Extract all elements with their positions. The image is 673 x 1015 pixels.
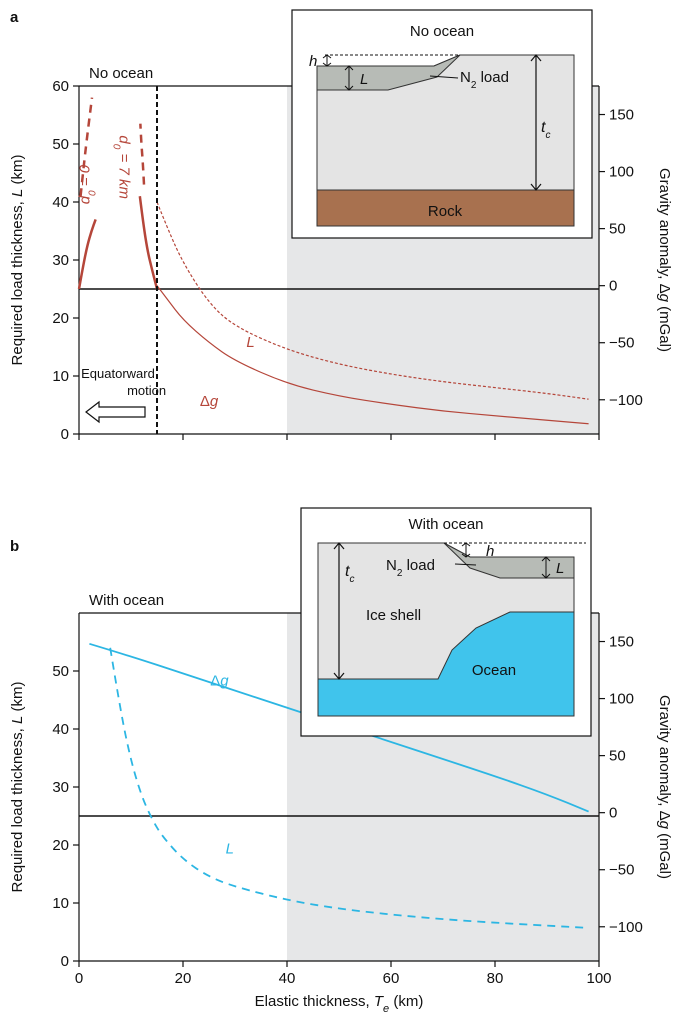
y2-tick-label: 150 — [609, 634, 634, 651]
y2-tick-label: 50 — [609, 748, 626, 765]
ocean-layer — [317, 611, 575, 717]
y2-tick-label: 50 — [609, 221, 626, 238]
x-tick-label: 80 — [487, 970, 504, 987]
y2-tick-label: 150 — [609, 107, 634, 124]
y2-axis-label: Gravity anomaly, Δg (mGal) — [656, 168, 673, 352]
y-tick-label: 60 — [52, 78, 69, 95]
L-arrow-icon — [344, 65, 354, 91]
series-line-0 — [79, 97, 94, 197]
y-tick-label: 50 — [52, 136, 69, 153]
panel-label: b — [10, 538, 19, 555]
equatorward-label: Equatorward — [81, 366, 155, 381]
tc-arrow-icon — [333, 542, 345, 680]
y2-tick-label: −100 — [609, 919, 643, 936]
y-tick-label: 20 — [52, 837, 69, 854]
y2-tick-label: −50 — [609, 862, 634, 879]
h-arrow-icon — [322, 54, 332, 67]
y-tick-label: 50 — [52, 663, 69, 680]
series-label-d0-0: d0 = 0 — [76, 164, 98, 204]
series-line-5 — [156, 285, 589, 425]
panel-label: a — [10, 9, 19, 26]
left-arrow-icon — [85, 400, 146, 424]
y-tick-label: 0 — [61, 953, 69, 970]
series-line-1 — [109, 647, 589, 929]
rock-label: Rock — [428, 203, 463, 220]
L-label: L — [360, 71, 368, 88]
tc-arrow-icon — [530, 54, 542, 191]
y-tick-label: 30 — [52, 252, 69, 269]
y2-tick-label: 100 — [609, 691, 634, 708]
y-tick-label: 10 — [52, 895, 69, 912]
y2-tick-label: 0 — [609, 278, 617, 295]
series-label-d0-7: d0 = 7 km — [111, 135, 133, 199]
inset-title: No ocean — [410, 23, 474, 40]
y-tick-label: 40 — [52, 721, 69, 738]
ocean-label: Ocean — [472, 662, 516, 679]
L-arrow-icon — [541, 556, 551, 579]
y-axis-label: Required load thickness, L (km) — [9, 682, 26, 893]
x-tick-label: 40 — [279, 970, 296, 987]
y-tick-label: 10 — [52, 368, 69, 385]
series-label-dg: Δg — [210, 673, 229, 690]
x-tick-label: 60 — [383, 970, 400, 987]
L-label: L — [556, 560, 564, 577]
y2-tick-label: 0 — [609, 805, 617, 822]
panel-a: a No ocean 0 10 20 30 40 50 60 −100 −50 0 50 100 150 Re… — [9, 9, 673, 443]
series-label-dg: Δg — [200, 393, 219, 410]
series-label-L: L — [246, 334, 254, 351]
equatorward-label: motion — [127, 383, 166, 398]
x-tick-label: 0 — [75, 970, 83, 987]
y2-tick-label: −50 — [609, 335, 634, 352]
y2-tick-label: 100 — [609, 164, 634, 181]
tc-label: tc — [345, 563, 354, 585]
leader-line — [454, 563, 477, 566]
inset-title: With ocean — [408, 516, 483, 533]
h-arrow-icon — [461, 542, 471, 558]
x-axis-label: Elastic thickness, Te (km) — [255, 993, 424, 1015]
ice-shell-label: Ice shell — [366, 607, 421, 624]
y2-axis-label: Gravity anomaly, Δg (mGal) — [656, 695, 673, 879]
panel-title: With ocean — [89, 592, 164, 609]
y-tick-label: 20 — [52, 310, 69, 327]
tc-label: tc — [541, 119, 550, 141]
leader-line — [429, 75, 459, 79]
y-tick-label: 0 — [61, 426, 69, 443]
series-line-2 — [139, 123, 146, 185]
h-label: h — [309, 53, 317, 70]
series-line-3 — [138, 196, 159, 290]
series-line-1 — [77, 218, 97, 290]
x-tick-label: 100 — [586, 970, 611, 987]
panel-b: b With ocean 0 10 20 30 40 50 −100 −50 0 50 100 150 0 2… — [9, 507, 673, 1015]
h-label: h — [486, 543, 494, 560]
y2-tick-label: −100 — [609, 392, 643, 409]
rock-layer — [316, 189, 575, 227]
series-label-L: L — [226, 841, 234, 858]
x-tick-label: 20 — [175, 970, 192, 987]
y-tick-label: 40 — [52, 194, 69, 211]
panel-title: No ocean — [89, 65, 153, 82]
y-tick-label: 30 — [52, 779, 69, 796]
series-line-4 — [156, 201, 589, 400]
y-axis-label: Required load thickness, L (km) — [9, 155, 26, 366]
n2-load — [443, 542, 575, 579]
